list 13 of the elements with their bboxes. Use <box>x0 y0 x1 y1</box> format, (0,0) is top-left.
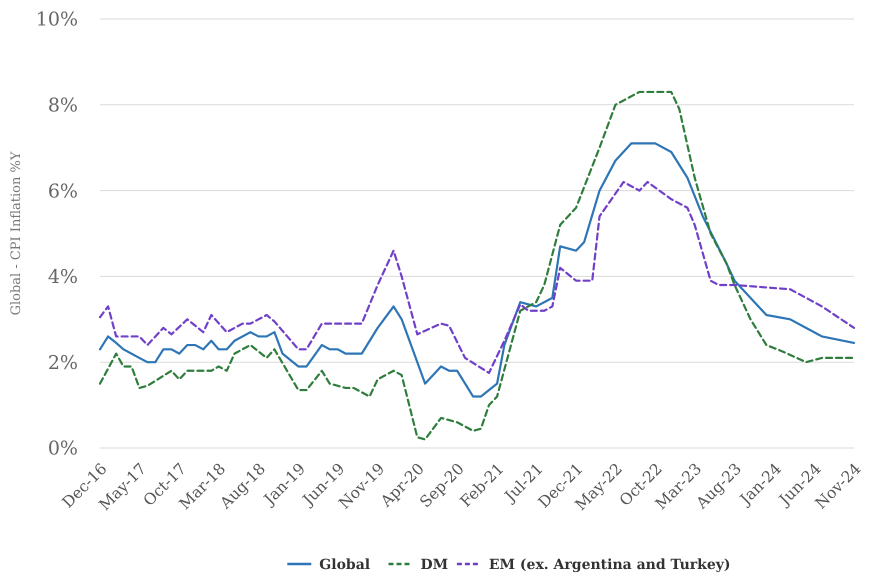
legend-label: Global <box>319 557 370 573</box>
y-tick-label: 10% <box>36 8 78 31</box>
y-tick-label: 6% <box>48 180 78 202</box>
line-series <box>98 142 856 398</box>
y-tick-label: 2% <box>48 352 78 374</box>
y-tick-label: 0% <box>48 438 78 460</box>
y-tick-label: 4% <box>48 266 78 288</box>
line-series <box>98 90 856 441</box>
y-tick-label: 8% <box>48 94 78 116</box>
y-axis-title: Global - CPI Inflation %Y <box>9 151 24 316</box>
legend-label: EM (ex. Argentina and Turkey) <box>488 557 731 573</box>
legend-label: DM <box>420 557 448 573</box>
line-series <box>98 180 856 374</box>
